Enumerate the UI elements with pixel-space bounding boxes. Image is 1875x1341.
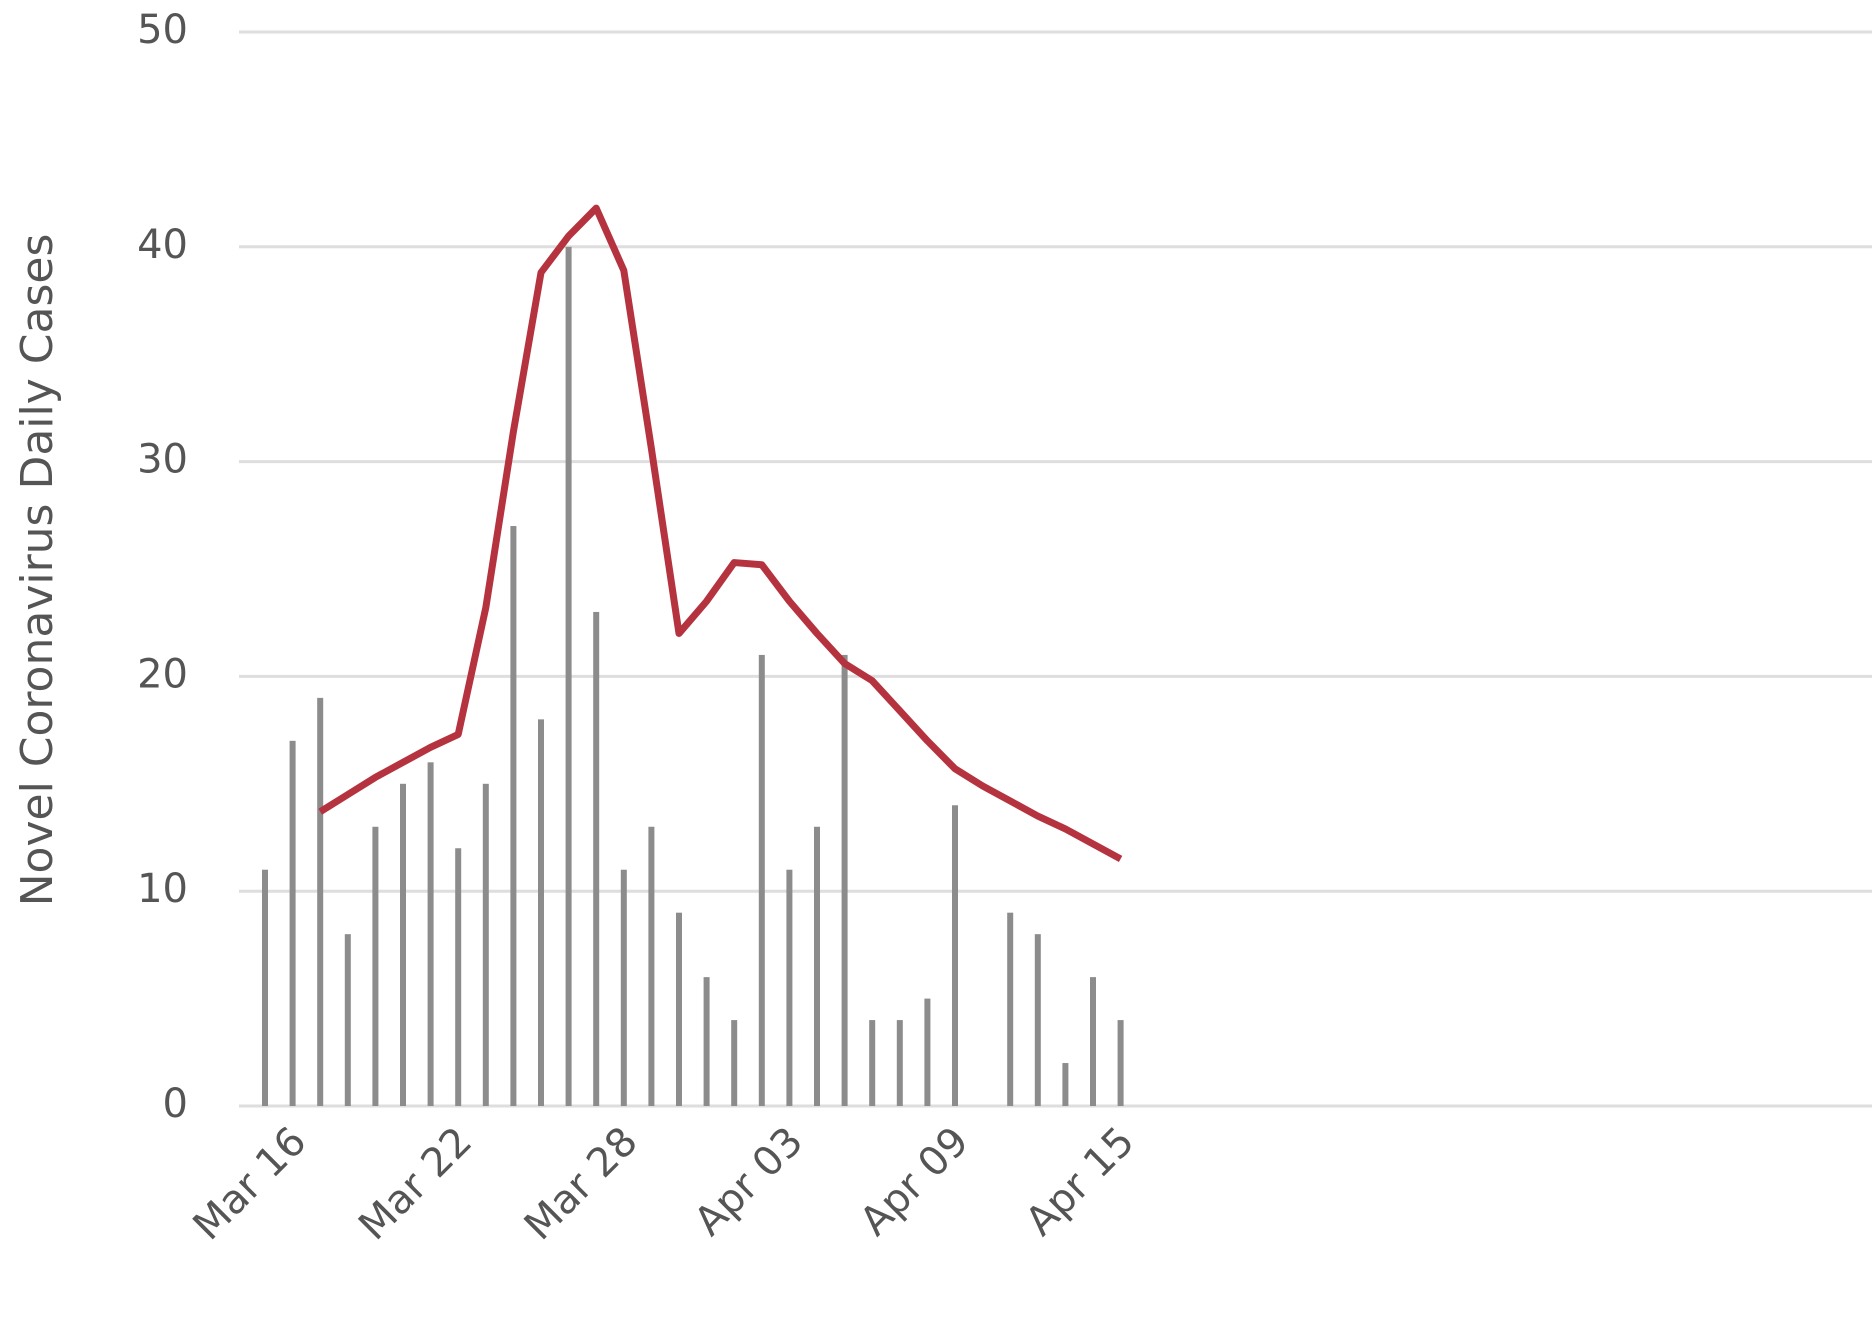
bar	[1090, 977, 1096, 1106]
bar	[400, 783, 406, 1106]
bar	[1117, 1020, 1124, 1106]
bar	[703, 977, 710, 1106]
y-tick-label: 50	[137, 7, 188, 53]
bar	[1007, 912, 1014, 1106]
bar	[317, 697, 324, 1106]
bar	[1034, 934, 1041, 1106]
x-tick-label: Apr 09	[851, 1118, 977, 1244]
bar	[758, 654, 765, 1106]
bar	[869, 1020, 876, 1106]
bar	[289, 740, 296, 1106]
bar	[427, 762, 434, 1106]
x-tick-label: Mar 28	[516, 1118, 647, 1249]
y-tick-label: 30	[137, 437, 188, 483]
bar	[344, 934, 351, 1106]
bar	[620, 869, 627, 1106]
x-tick-label: Apr 15	[1017, 1118, 1143, 1244]
y-tick-label: 40	[137, 222, 188, 268]
bar	[593, 611, 600, 1106]
bar	[510, 526, 517, 1106]
bar	[924, 998, 931, 1106]
bar	[896, 1020, 903, 1106]
x-tick-label: Mar 16	[185, 1118, 316, 1249]
y-axis-title: Novel Coronavirus Daily Cases	[12, 234, 63, 907]
bar	[538, 719, 544, 1106]
bar	[648, 826, 655, 1106]
bar	[372, 826, 379, 1106]
bar	[952, 805, 958, 1106]
y-tick-label: 20	[137, 651, 188, 697]
bar	[482, 783, 489, 1106]
line	[318, 204, 1123, 863]
bar	[565, 246, 572, 1107]
bar	[676, 912, 682, 1106]
x-tick-label: Mar 22	[350, 1118, 481, 1249]
bar	[841, 654, 848, 1106]
bar	[814, 826, 820, 1106]
bar	[455, 848, 462, 1106]
y-tick-label: 10	[137, 866, 188, 912]
y-tick-label: 0	[163, 1081, 188, 1127]
x-tick-label: Apr 03	[686, 1118, 812, 1244]
bar	[731, 1020, 738, 1106]
bar	[786, 869, 793, 1106]
bar	[262, 869, 268, 1106]
bar	[1062, 1063, 1069, 1106]
